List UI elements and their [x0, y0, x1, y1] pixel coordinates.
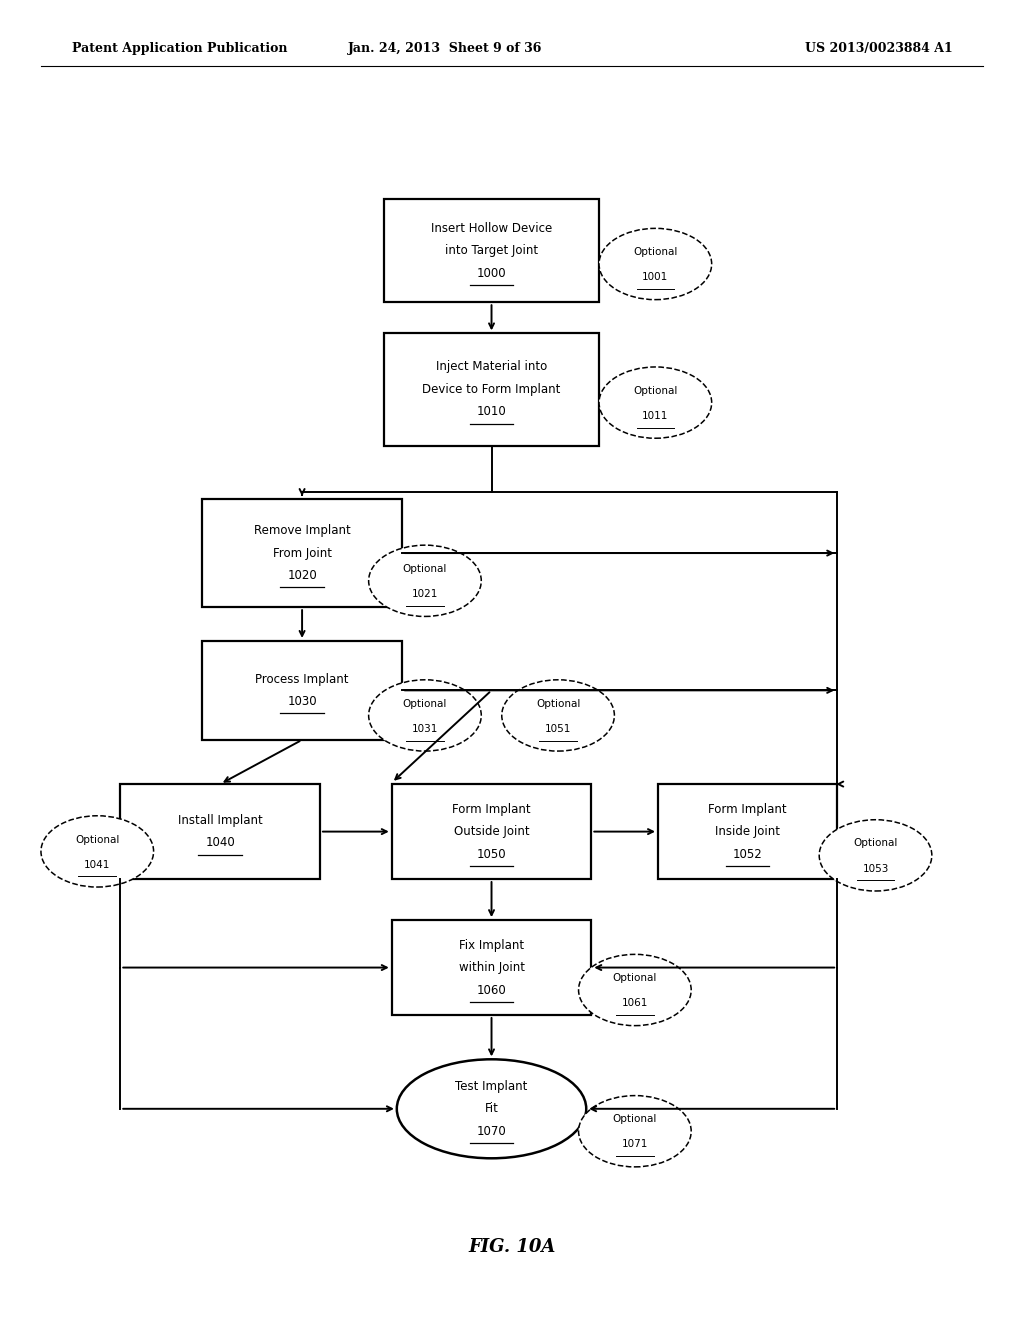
- Text: 1020: 1020: [287, 569, 317, 582]
- Ellipse shape: [599, 367, 712, 438]
- FancyBboxPatch shape: [202, 499, 401, 607]
- Text: Optional: Optional: [612, 973, 657, 983]
- Text: 1041: 1041: [84, 859, 111, 870]
- Ellipse shape: [579, 1096, 691, 1167]
- Text: 1040: 1040: [205, 837, 236, 849]
- Text: into Target Joint: into Target Joint: [445, 244, 538, 257]
- FancyBboxPatch shape: [121, 784, 319, 879]
- Ellipse shape: [599, 228, 712, 300]
- Text: Install Implant: Install Implant: [178, 814, 262, 826]
- Text: Insert Hollow Device: Insert Hollow Device: [431, 222, 552, 235]
- Text: 1030: 1030: [288, 696, 316, 708]
- Text: 1051: 1051: [545, 723, 571, 734]
- Text: Form Implant: Form Implant: [453, 803, 530, 816]
- FancyBboxPatch shape: [202, 642, 401, 739]
- Text: 1053: 1053: [862, 863, 889, 874]
- Ellipse shape: [396, 1059, 586, 1159]
- FancyBboxPatch shape: [384, 334, 599, 446]
- Text: Optional: Optional: [612, 1114, 657, 1125]
- Text: 1070: 1070: [476, 1125, 507, 1138]
- Text: 1050: 1050: [477, 847, 506, 861]
- Text: From Joint: From Joint: [272, 546, 332, 560]
- Text: 1010: 1010: [476, 405, 507, 418]
- Text: 1071: 1071: [622, 1139, 648, 1150]
- Text: Optional: Optional: [633, 247, 678, 257]
- FancyBboxPatch shape: [391, 920, 591, 1015]
- Text: 1011: 1011: [642, 411, 669, 421]
- Ellipse shape: [41, 816, 154, 887]
- Ellipse shape: [369, 680, 481, 751]
- Text: Optional: Optional: [853, 838, 898, 849]
- Text: 1001: 1001: [642, 272, 669, 282]
- Text: Remove Implant: Remove Implant: [254, 524, 350, 537]
- Text: Optional: Optional: [536, 698, 581, 709]
- Text: Form Implant: Form Implant: [709, 803, 786, 816]
- FancyBboxPatch shape: [384, 199, 599, 302]
- Ellipse shape: [579, 954, 691, 1026]
- Ellipse shape: [819, 820, 932, 891]
- Text: Fit: Fit: [484, 1102, 499, 1115]
- Text: Optional: Optional: [633, 385, 678, 396]
- Text: 1061: 1061: [622, 998, 648, 1008]
- Text: Fix Implant: Fix Implant: [459, 939, 524, 952]
- Text: Device to Form Implant: Device to Form Implant: [422, 383, 561, 396]
- Text: 1052: 1052: [732, 847, 763, 861]
- Ellipse shape: [369, 545, 481, 616]
- Text: Outside Joint: Outside Joint: [454, 825, 529, 838]
- Text: 1060: 1060: [476, 983, 507, 997]
- Text: Patent Application Publication: Patent Application Publication: [72, 42, 287, 55]
- Text: 1000: 1000: [477, 267, 506, 280]
- Text: Test Implant: Test Implant: [456, 1080, 527, 1093]
- Ellipse shape: [502, 680, 614, 751]
- Text: 1021: 1021: [412, 589, 438, 599]
- Text: 1031: 1031: [412, 723, 438, 734]
- Text: Inside Joint: Inside Joint: [715, 825, 780, 838]
- Text: Process Implant: Process Implant: [255, 673, 349, 685]
- Text: Optional: Optional: [75, 834, 120, 845]
- FancyBboxPatch shape: [391, 784, 591, 879]
- Text: Inject Material into: Inject Material into: [436, 360, 547, 374]
- Text: Optional: Optional: [402, 564, 447, 574]
- Text: FIG. 10A: FIG. 10A: [468, 1238, 556, 1257]
- Text: within Joint: within Joint: [459, 961, 524, 974]
- Text: Jan. 24, 2013  Sheet 9 of 36: Jan. 24, 2013 Sheet 9 of 36: [348, 42, 543, 55]
- FancyBboxPatch shape: [657, 784, 837, 879]
- Text: US 2013/0023884 A1: US 2013/0023884 A1: [805, 42, 952, 55]
- Text: Optional: Optional: [402, 698, 447, 709]
